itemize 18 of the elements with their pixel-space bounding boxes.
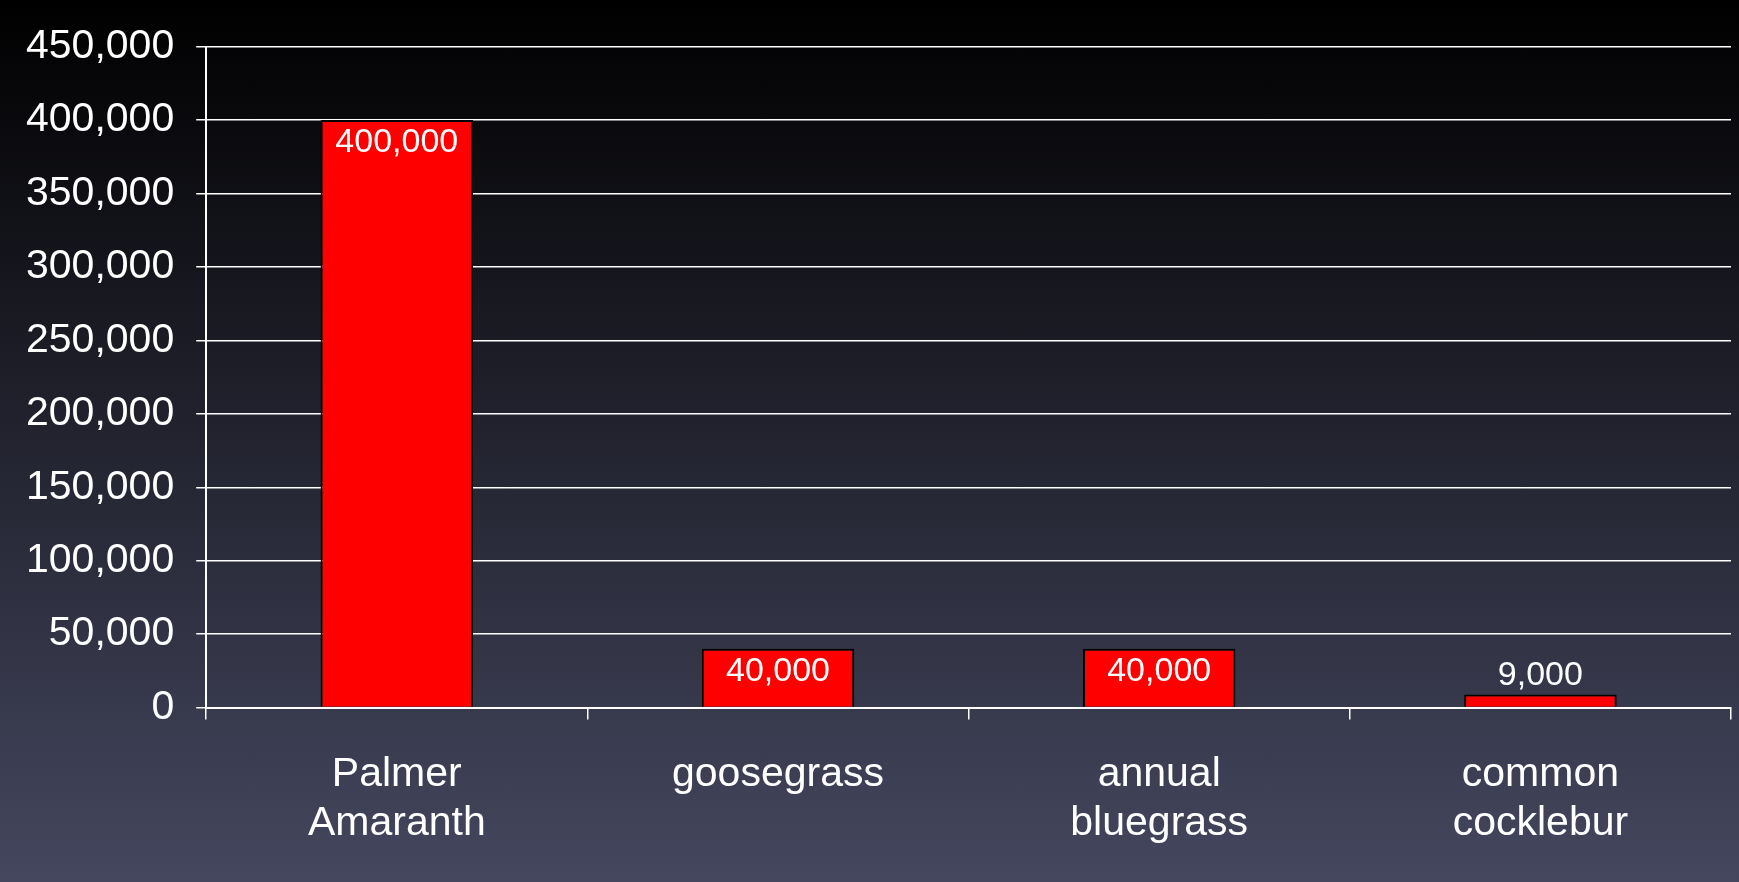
y-tick-label: 0: [151, 681, 175, 728]
data-label: 9,000: [1497, 653, 1583, 692]
y-tick-label: 350,000: [25, 167, 175, 214]
y-tick-label: 400,000: [25, 94, 175, 141]
y-tick-label: 50,000: [48, 608, 175, 655]
x-tick-label: goosegrass: [672, 748, 884, 795]
y-tick-label: 250,000: [25, 314, 175, 361]
y-tick-label: 450,000: [25, 20, 175, 67]
data-label: 40,000: [726, 650, 830, 689]
y-tick-label: 200,000: [25, 388, 175, 435]
x-tick-label: annual bluegrass: [1070, 748, 1249, 844]
y-tick-label: 100,000: [25, 535, 175, 582]
x-tick-label: Palmer Amaranth: [307, 748, 486, 844]
y-tick-label: 150,000: [25, 461, 175, 508]
y-tick-label: 300,000: [25, 241, 175, 288]
x-tick-label: common cocklebur: [1452, 748, 1629, 844]
data-label: 400,000: [335, 121, 459, 160]
data-label: 40,000: [1107, 650, 1212, 689]
